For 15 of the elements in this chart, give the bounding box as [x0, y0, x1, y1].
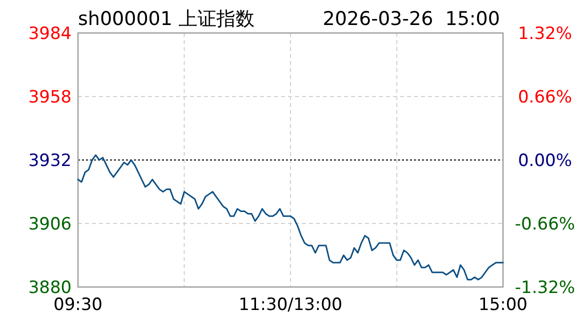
y2-tick-label: -1.32% [514, 278, 576, 298]
y-tick-label: 3906 [28, 214, 72, 234]
x-tick-label: 15:00 [478, 295, 528, 315]
y2-tick-label: 0.00% [518, 151, 572, 171]
chart-subtitle: 2026-03-26 15:00 [322, 8, 500, 30]
chart-title: sh000001 上证指数 [78, 8, 255, 30]
y-tick-label: 3984 [28, 24, 72, 44]
y-tick-label: 3932 [28, 151, 72, 171]
y-tick-label: 3958 [28, 88, 72, 108]
y2-tick-label: 0.66% [518, 88, 572, 108]
y2-tick-label: 1.32% [518, 24, 572, 44]
x-tick-label: 09:30 [54, 295, 102, 315]
x-tick-label: 11:30/13:00 [238, 295, 342, 315]
y-tick-label: 3880 [28, 278, 72, 298]
y2-tick-label: -0.66% [514, 214, 576, 234]
